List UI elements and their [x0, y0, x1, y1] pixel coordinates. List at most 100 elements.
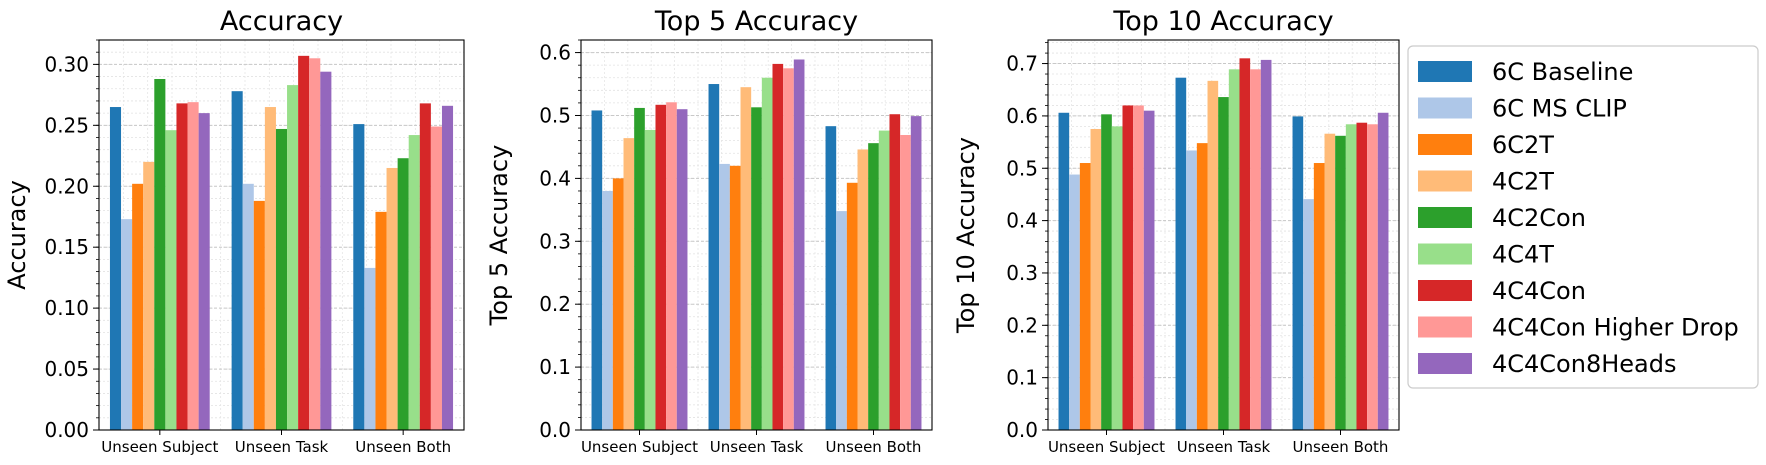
- bar-6c-ms-clip-unseen-task: [1186, 150, 1197, 431]
- bar-4c4con8heads-unseen-subject: [676, 109, 688, 431]
- bar-4c4con-unseen-subject: [176, 103, 188, 430]
- y-tick-label: 0.00: [44, 418, 89, 442]
- bar-6c-baseline-unseen-subject: [109, 107, 122, 430]
- legend-swatch: [1418, 243, 1472, 265]
- bar-4c4con-unseen-task: [1239, 58, 1251, 431]
- bar-6c2t-unseen-both: [846, 182, 858, 430]
- bar-4c4con8heads-unseen-both: [1377, 112, 1389, 430]
- plot-frame: [580, 39, 933, 431]
- bar-6c-baseline-unseen-both: [825, 126, 837, 430]
- bar-6c-ms-clip-unseen-task: [242, 183, 254, 430]
- legend-label: 6C Baseline: [1492, 58, 1633, 86]
- x-tick-label: Unseen Both: [1293, 438, 1389, 456]
- x-tick-label: Unseen Task: [1177, 438, 1271, 456]
- bar-6c-baseline-unseen-both: [1292, 116, 1304, 430]
- bar-4c4con8heads-unseen-both: [910, 116, 922, 430]
- bar-4c2t-unseen-subject: [623, 138, 635, 430]
- bar-6c-baseline-unseen-task: [1175, 77, 1187, 430]
- bar-6c-baseline-unseen-subject: [591, 110, 603, 431]
- y-tick-label: 0.3: [1006, 261, 1038, 285]
- y-tick-label: 0.5: [1006, 156, 1038, 180]
- x-tick-label: Unseen Subject: [101, 438, 218, 456]
- legend-swatch: [1418, 134, 1472, 155]
- legend-label: 4C2Con: [1492, 204, 1586, 232]
- bar-6c-ms-clip-unseen-both: [364, 267, 376, 430]
- bar-4c4con-higher-drop-unseen-task: [783, 68, 794, 430]
- bar-6c2t-unseen-both: [375, 211, 387, 430]
- bar-4c4t-unseen-task: [1228, 69, 1240, 431]
- y-tick-label: 0.20: [44, 174, 89, 198]
- legend-swatch: [1418, 353, 1472, 374]
- legend-label: 6C MS CLIP: [1492, 95, 1627, 123]
- y-tick-label: 0.2: [539, 292, 571, 316]
- bar-4c4con-unseen-task: [772, 63, 784, 430]
- bar-6c-ms-clip-unseen-task: [719, 163, 730, 430]
- x-tick-label: Unseen Both: [826, 438, 922, 456]
- bar-4c4con-unseen-subject: [655, 104, 667, 431]
- x-tick-label: Unseen Both: [355, 438, 451, 456]
- plot-frame: [1047, 39, 1400, 431]
- bar-4c2t-unseen-both: [1324, 133, 1336, 430]
- bar-4c4con8heads-unseen-both: [441, 105, 454, 430]
- bar-4c4con-higher-drop-unseen-task: [309, 58, 321, 430]
- y-tick-label: 0.30: [44, 52, 89, 76]
- y-tick-label: 0.4: [1006, 209, 1038, 233]
- y-tick-label: 0.0: [1006, 418, 1038, 442]
- y-tick-label: 0.6: [1006, 104, 1038, 128]
- bar-4c2t-unseen-subject: [143, 161, 155, 430]
- bar-4c4con-unseen-both: [889, 114, 901, 431]
- bar-6c-ms-clip-unseen-subject: [1069, 174, 1080, 430]
- y-tick-label: 0.0: [539, 418, 571, 442]
- y-tick-label: 0.1: [539, 355, 571, 379]
- bar-4c2con-unseen-both: [397, 158, 409, 430]
- bar-4c2con-unseen-task: [275, 128, 288, 430]
- bar-4c4t-unseen-both: [1345, 124, 1357, 431]
- bar-4c4con-higher-drop-unseen-subject: [666, 102, 677, 430]
- y-tick-label: 0.1: [1006, 366, 1038, 390]
- y-axis-label: Top 10 Accuracy: [952, 137, 980, 334]
- x-tick-label: Unseen Subject: [1048, 438, 1165, 456]
- bar-6c2t-unseen-subject: [1079, 163, 1091, 430]
- legend-swatch: [1418, 316, 1472, 338]
- legend-label: 4C4Con: [1492, 277, 1586, 305]
- bar-4c4con8heads-unseen-subject: [198, 113, 210, 430]
- bar-4c2con-unseen-both: [1335, 135, 1346, 431]
- bar-4c2con-unseen-task: [1218, 97, 1229, 431]
- bar-4c4t-unseen-subject: [165, 130, 177, 430]
- y-tick-label: 0.25: [44, 113, 89, 137]
- chart-panel-3: Unseen Subject Unseen Task Unseen Both 0.0 0…: [952, 6, 1400, 456]
- legend-label: 4C4Con8Heads: [1492, 350, 1676, 378]
- bar-4c2con-unseen-subject: [1101, 114, 1112, 430]
- bar-6c2t-unseen-subject: [612, 178, 624, 430]
- chart-panel-2: Unseen Subject Unseen Task Unseen Both 0.0 0…: [485, 6, 933, 456]
- bar-4c2t-unseen-task: [264, 107, 276, 430]
- legend-label: 6C2T: [1492, 131, 1554, 159]
- y-tick-label: 0.3: [539, 229, 571, 253]
- bar-4c4con8heads-unseen-task: [1260, 59, 1272, 431]
- bar-4c2t-unseen-subject: [1090, 128, 1102, 430]
- chart-panel-1: Unseen Subject Unseen Task Unseen Both 0.00…: [3, 6, 465, 456]
- bar-4c4con-higher-drop-unseen-task: [1250, 69, 1261, 431]
- bar-4c4t-unseen-both: [878, 130, 890, 431]
- y-tick-label: 0.7: [1006, 52, 1038, 76]
- bar-4c4con-higher-drop-unseen-both: [430, 126, 442, 430]
- bar-4c4t-unseen-both: [408, 135, 420, 430]
- legend: 6C Baseline 6C MS CLIP 6C2T 4C2T 4C2Con 4C4T 4…: [1407, 45, 1759, 389]
- bar-6c-baseline-unseen-task: [231, 91, 243, 430]
- legend-swatch: [1418, 280, 1472, 301]
- bar-4c4con-unseen-both: [1356, 122, 1368, 430]
- bar-4c4con-higher-drop-unseen-subject: [187, 102, 199, 430]
- bar-4c2t-unseen-task: [740, 87, 752, 430]
- bar-6c-baseline-unseen-task: [708, 84, 720, 430]
- bar-4c2con-unseen-subject: [634, 107, 645, 430]
- bar-4c4t-unseen-subject: [644, 129, 656, 431]
- legend-label: 4C4T: [1492, 241, 1554, 269]
- y-axis-label: Accuracy: [3, 180, 31, 290]
- bar-4c4con-higher-drop-unseen-both: [1367, 124, 1378, 431]
- bar-6c-ms-clip-unseen-both: [836, 211, 847, 430]
- chart-title: Accuracy: [220, 6, 343, 37]
- bar-4c4t-unseen-subject: [1111, 126, 1123, 430]
- bar-6c-ms-clip-unseen-both: [1303, 199, 1314, 430]
- legend-box: [1407, 45, 1759, 389]
- bar-6c2t-unseen-both: [1313, 163, 1325, 430]
